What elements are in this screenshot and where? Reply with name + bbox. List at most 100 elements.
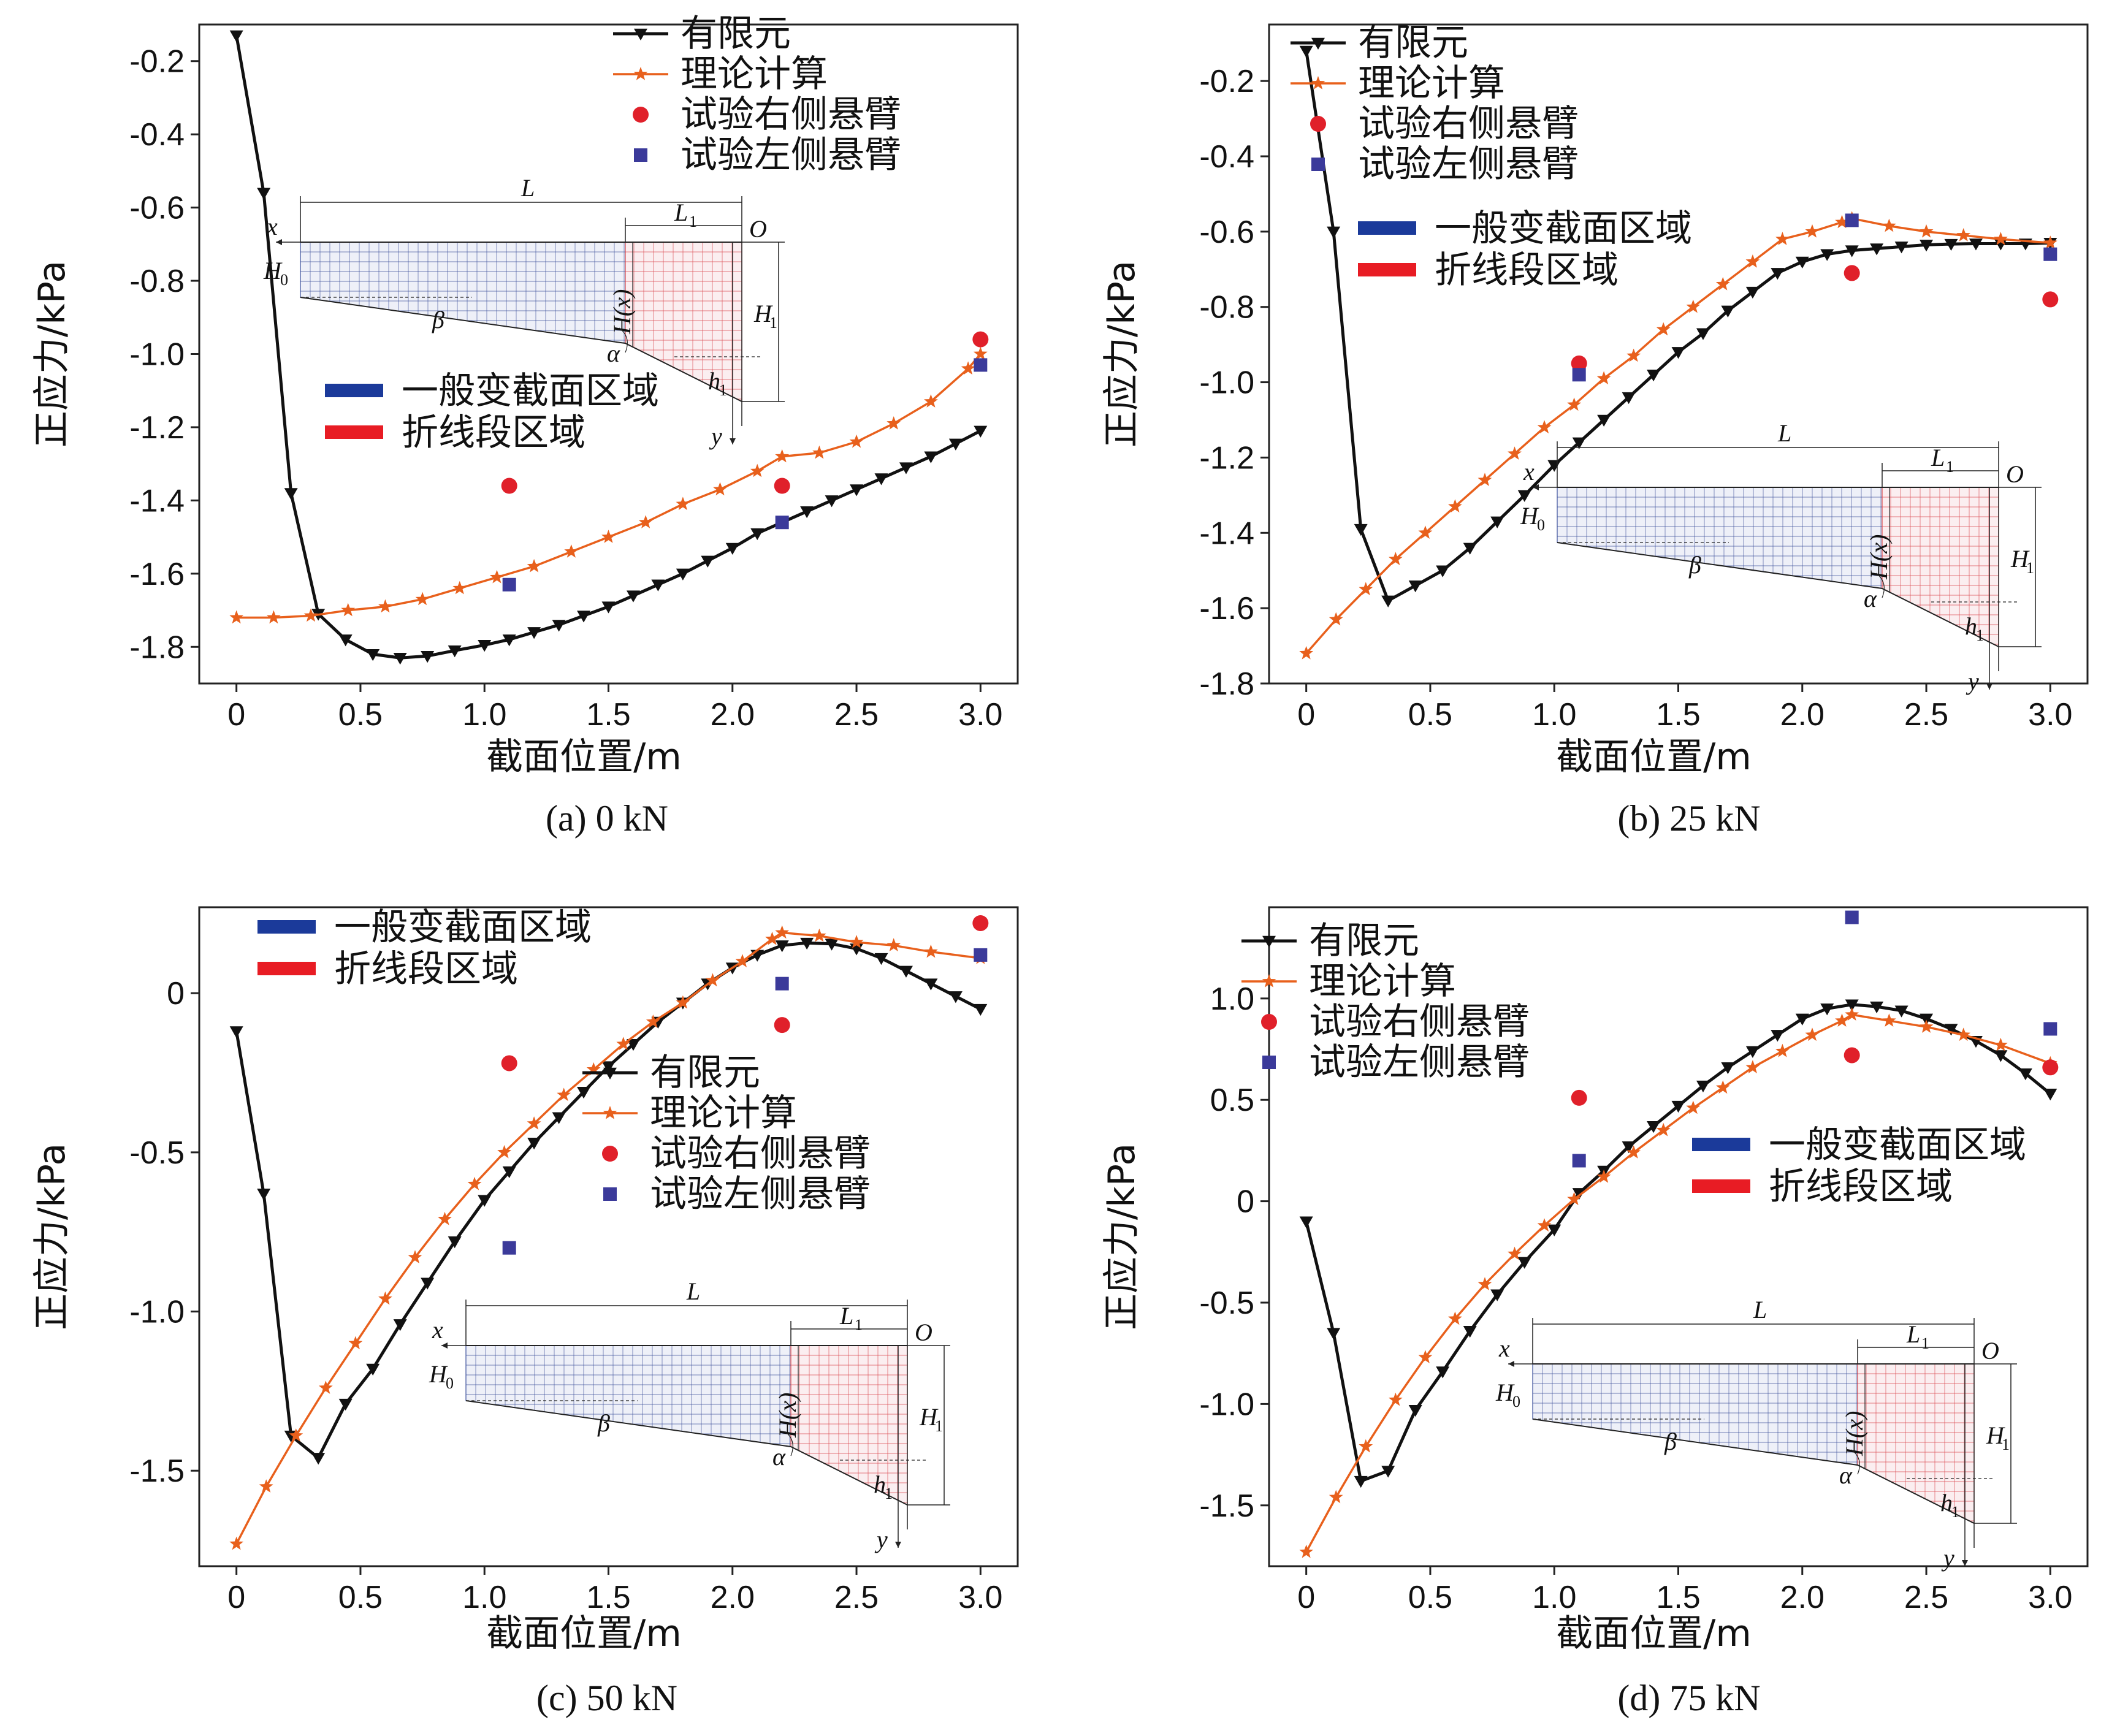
fem-point <box>229 30 243 42</box>
fem-point <box>1647 370 1661 382</box>
legend-label-exp-left: 试验左侧悬臂 <box>1358 143 1579 186</box>
label-L1-sub: 1 <box>689 213 697 230</box>
y-tick-label: -1.4 <box>1199 516 1254 551</box>
label-L: L <box>686 1277 700 1305</box>
fem-point <box>478 640 492 652</box>
theory-point <box>775 449 790 463</box>
label-h1: h <box>1965 612 1977 640</box>
label-L: L <box>1753 1296 1767 1323</box>
y-tick-label: -0.4 <box>1199 139 1254 175</box>
legend-label-exp-left: 试验左侧悬臂 <box>1309 1041 1530 1084</box>
fem-point <box>527 627 541 639</box>
label-H0: H <box>429 1360 448 1388</box>
x-tick-label: 1.5 <box>586 1580 630 1615</box>
fem-point <box>502 634 516 647</box>
fem-point <box>1572 437 1586 449</box>
exp-right-point <box>1571 355 1587 371</box>
legend-polyline-swatch <box>1692 1179 1750 1193</box>
fem-point <box>874 953 888 965</box>
theory-point <box>812 445 826 459</box>
theory-point <box>924 394 938 408</box>
theory-series-line <box>236 353 982 619</box>
x-tick-label: 1.0 <box>462 697 506 733</box>
theory-point <box>601 530 616 543</box>
theory-point <box>452 581 467 595</box>
fem-point <box>257 1189 271 1201</box>
label-H0: H <box>1520 502 1539 530</box>
fem-point <box>1920 1013 1934 1026</box>
label-H0-sub: 0 <box>280 271 288 289</box>
fem-point <box>974 425 988 438</box>
exp-left-point <box>775 976 789 991</box>
theory-point <box>1956 1027 1971 1041</box>
theory-point <box>1329 612 1343 626</box>
bottom-edge <box>465 1400 908 1506</box>
theory-point <box>1845 1007 1859 1021</box>
label-L1-sub: 1 <box>1946 458 1954 476</box>
theory-point <box>1686 299 1701 313</box>
fem-point <box>1845 999 1859 1011</box>
x-axis-label: 截面位置/m <box>1556 736 1752 779</box>
x-tick-label: 3.0 <box>2028 697 2072 733</box>
theory-point <box>706 973 720 987</box>
label-O: O <box>2006 460 2024 488</box>
fem-point <box>1647 1121 1661 1133</box>
exp-left-point <box>775 516 789 530</box>
x-tick-label: 2.5 <box>834 697 879 733</box>
legend-theory-marker <box>1262 974 1276 988</box>
general-section-region <box>1532 1363 1858 1466</box>
legend-label-exp-right: 试验右侧悬臂 <box>1358 102 1579 145</box>
fem-point <box>1408 581 1422 593</box>
fem-point <box>1696 328 1710 340</box>
theory-point <box>812 928 826 942</box>
exp-right-point <box>2042 291 2059 308</box>
theory-point <box>1329 1490 1343 1504</box>
label-H1: H <box>919 1403 939 1431</box>
fem-point <box>393 652 407 665</box>
x-tick-label: 1.0 <box>1532 1580 1576 1615</box>
x-tick-label: 0.5 <box>338 697 383 733</box>
theory-point <box>490 569 504 584</box>
theory-point <box>467 1176 482 1190</box>
fem-point <box>800 937 814 950</box>
theory-point <box>527 558 541 573</box>
general-section-region <box>1557 487 1883 589</box>
y-tick-label: -1.6 <box>1199 591 1254 626</box>
polyline-section-region <box>790 1345 908 1506</box>
fem-point <box>2018 1068 2032 1081</box>
legend-exp-right-marker <box>1261 1014 1277 1030</box>
theory-point <box>1775 232 1790 245</box>
label-x: x <box>1498 1334 1510 1362</box>
chart-panel-3: 0 0.5 1.0 1.5 2.0 2.5 3.0 -1.5 -1.0 -0.5 0 截面位置/m 正应… <box>31 906 1019 1718</box>
fem-point <box>1870 243 1884 256</box>
fem-point <box>552 1112 566 1124</box>
fem-point <box>1771 1030 1785 1042</box>
label-beta: β <box>432 306 444 333</box>
legend-general-label: 一般变截面区域 <box>1769 1124 2026 1167</box>
label-O: O <box>915 1319 932 1346</box>
fem-point <box>850 484 864 497</box>
legend-label-fem: 有限元 <box>1309 919 1419 962</box>
label-L1-sub: 1 <box>1921 1334 1929 1352</box>
x-tick-label: 0 <box>227 697 245 733</box>
theory-point <box>564 544 579 558</box>
y-axis-label: 正应力/kPa <box>31 1143 74 1330</box>
label-h1-sub: 1 <box>1976 626 1984 644</box>
x-tick-label: 2.0 <box>711 1580 755 1615</box>
label-h1-sub: 1 <box>885 1485 893 1502</box>
label-y: y <box>709 422 722 450</box>
theory-point <box>1745 1060 1760 1073</box>
legend-general-label: 一般变截面区域 <box>334 906 592 949</box>
legend-polyline-label: 折线段区域 <box>1769 1165 1953 1208</box>
legend-fem-marker <box>634 28 647 40</box>
theory-point <box>750 463 765 478</box>
y-tick-label: -0.8 <box>1199 290 1254 326</box>
chart-panel-1: 0 0.5 1.0 1.5 2.0 2.5 3.0 -1.8 -1.6 -1.4 -1.2 -1.0 -… <box>31 12 1019 839</box>
theory-point <box>924 944 938 958</box>
theory-point <box>1745 254 1760 268</box>
legend-exp-left-marker <box>1311 158 1325 171</box>
chart-panel-2: 0 0.5 1.0 1.5 2.0 2.5 3.0 -1.8 -1.6 -1.4 -1.2 -1.0 -… <box>1100 21 2089 839</box>
fem-point <box>1894 242 1908 254</box>
x-tick-label: 2.0 <box>1780 1580 1825 1615</box>
legend-exp-right-marker <box>602 1146 618 1162</box>
